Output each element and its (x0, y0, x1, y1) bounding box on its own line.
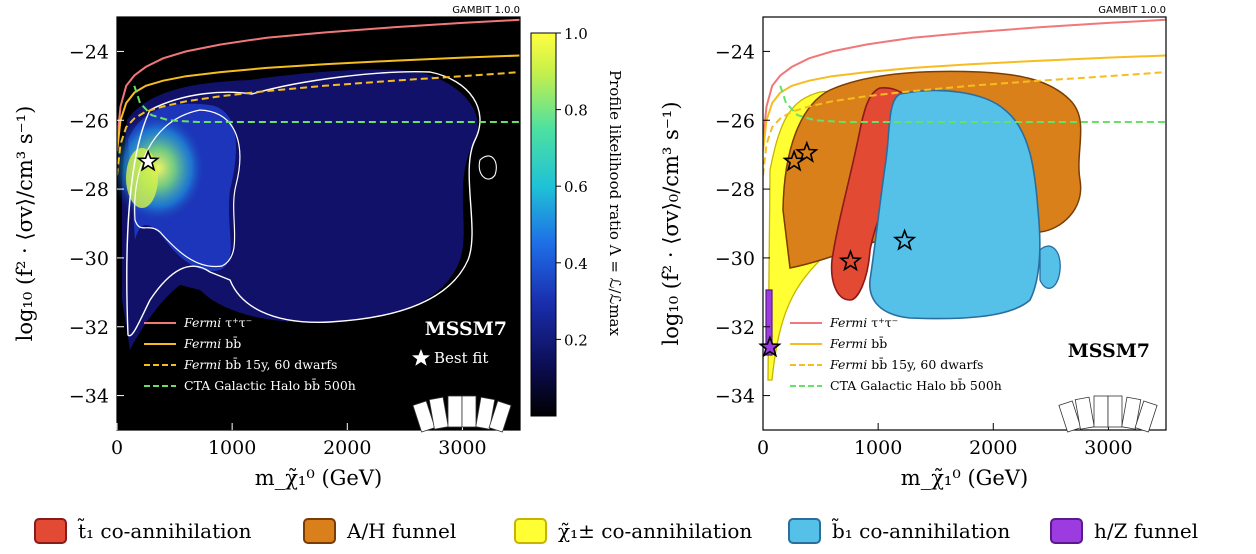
region-sbottom (869, 89, 1041, 320)
x-tick-label: 2000 (323, 437, 371, 459)
y-axis-label: log₁₀ (f² · ⟨σv⟩₀/cm³ s⁻¹) (659, 101, 683, 345)
x-tick-label: 0 (757, 437, 769, 459)
y-tick-label: −34 (69, 386, 109, 408)
gambit-logo-cards-left (412, 395, 512, 433)
region-label: t̃₁ co-annihilation (77, 517, 252, 543)
axes-left: 0 1000 2000 3000 −24 −26 −28 −30 −32 −34 m_χ̃₁⁰ (G… (13, 41, 487, 490)
best-fit-right (758, 140, 917, 358)
colorbar-tick-label: 0.8 (564, 102, 588, 120)
left-panel: GAMBIT 1.0.0 0 1000 2000 3000 −24 −26 −28 −30 −3… (13, 5, 521, 490)
x-tick-label: 1000 (854, 437, 902, 459)
region-sbottom-island (1039, 245, 1061, 289)
y-tick-label: −30 (69, 248, 109, 270)
region-swatch (1050, 518, 1083, 544)
region-label: b̃₁ co-annihilation (831, 517, 1010, 543)
x-tick-label: 3000 (1084, 437, 1132, 459)
region-swatch (34, 518, 67, 544)
limit-curves-left (117, 18, 520, 176)
contour-left-outer (126, 71, 481, 337)
model-label-left: MSSM7 (425, 318, 507, 340)
region-swatch (514, 518, 547, 544)
contour-left-inner (134, 109, 241, 268)
y-tick-label: −32 (69, 317, 109, 339)
model-label-right: MSSM7 (1068, 340, 1150, 362)
best-fit-legend-label: Best fit (434, 349, 488, 367)
region-label: A/H funnel (346, 519, 456, 543)
y-tick-label: −32 (715, 317, 755, 339)
right-panel: GAMBIT 1.0.0 0 1000 2000 3000 −24 −26 −28 −30 −3… (659, 5, 1167, 490)
legend-entry: Fermi τ⁺τ⁻ (829, 315, 898, 330)
legend-entry: CTA Galactic Halo bb̄ 500h (830, 377, 1002, 393)
region-label: χ̃₁± co-annihilation (558, 519, 752, 543)
best-fit-star (838, 249, 863, 272)
x-tick-label: 2000 (969, 437, 1017, 459)
colorbar-tick-label: 1.0 (564, 25, 588, 43)
legend-entry: Fermi τ⁺τ⁻ (183, 315, 252, 330)
y-tick-label: −24 (69, 41, 109, 63)
legend-entry: Fermi bb̄ 15y, 60 dwarfs (183, 356, 337, 372)
limit-curve-0 (117, 18, 520, 142)
y-tick-label: −24 (715, 41, 755, 63)
plot-frame-right (762, 16, 1167, 431)
region-swatch (788, 518, 821, 544)
y-tick-label: −28 (69, 179, 109, 201)
x-axis-label: m_χ̃₁⁰ (GeV) (255, 466, 382, 490)
best-fit-star (136, 149, 160, 172)
heatmap-left (117, 18, 520, 351)
limit-curve-1 (763, 54, 1166, 152)
x-tick-label: 0 (111, 437, 123, 459)
gambit-logo-cards-right (1058, 395, 1158, 433)
heatmap-hotspot-core (126, 148, 158, 208)
plot-frame-left (116, 16, 521, 431)
y-tick-label: −34 (715, 386, 755, 408)
axes-right: 0 1000 2000 3000 −24 −26 −28 −30 −32 −34 m_χ̃₁⁰ (G… (659, 41, 1133, 490)
limit-curve-3 (133, 85, 520, 123)
best-fit-star (758, 335, 782, 358)
best-fit-legend-star-icon (412, 349, 430, 366)
limit-curve-2 (117, 71, 520, 176)
y-tick-label: −30 (715, 248, 755, 270)
regions-right (763, 18, 1166, 381)
x-tick-label: 1000 (208, 437, 256, 459)
y-axis-label: log₁₀ (f² · ⟨σv⟩/cm³ s⁻¹) (13, 106, 37, 342)
colorbar-gradient (530, 32, 557, 417)
x-axis-label: m_χ̃₁⁰ (GeV) (901, 466, 1028, 490)
region-legend: t̃₁ co-annihilation A/H funnel χ̃₁± co-ann… (34, 517, 1198, 544)
limit-curve-0 (763, 18, 1166, 142)
gambit-tag-right: GAMBIT 1.0.0 (1098, 5, 1166, 16)
y-tick-label: −26 (69, 110, 109, 132)
best-fit-star (892, 228, 917, 251)
x-tick-label: 3000 (438, 437, 486, 459)
contour-left-small (478, 155, 497, 180)
gambit-tag-left: GAMBIT 1.0.0 (452, 5, 520, 16)
y-tick-label: −28 (715, 179, 755, 201)
legend-entry: CTA Galactic Halo bb̄ 500h (184, 377, 356, 393)
region-label: h/Z funnel (1094, 519, 1198, 543)
limit-curve-3 (779, 85, 1166, 123)
legend-entry: Fermi bb̄ 15y, 60 dwarfs (829, 356, 983, 372)
limit-legend-right: Fermi τ⁺τ⁻ Fermi bb̄ Fermi bb̄ 15y, 60 dwa… (790, 315, 1002, 393)
colorbar-ticks: 0.2 0.4 0.6 0.8 1.0 (556, 25, 588, 349)
playing-card-icon (1058, 395, 1158, 433)
playing-card-icon (412, 395, 512, 433)
limit-curve-1 (117, 54, 520, 152)
colorbar-tick-label: 0.2 (564, 331, 588, 349)
legend-entry: Fermi bb̄ (829, 335, 887, 351)
best-fit-legend: Best fit (412, 349, 488, 367)
colorbar: 0.2 0.4 0.6 0.8 1.0 Profile likelihood ratio… (530, 25, 624, 417)
colorbar-tick-label: 0.6 (564, 178, 588, 196)
best-fit-left (136, 149, 160, 172)
best-fit-star (795, 140, 819, 163)
legend-entry: Fermi bb̄ (183, 335, 241, 351)
y-tick-label: −26 (715, 110, 755, 132)
limit-curve-2 (763, 71, 1166, 176)
colorbar-tick-label: 0.4 (564, 255, 588, 273)
colorbar-label: Profile likelihood ratio Λ = ℒ/ℒmax (606, 70, 624, 336)
limit-legend-left: Fermi τ⁺τ⁻ Fermi bb̄ Fermi bb̄ 15y, 60 dwa… (144, 315, 356, 393)
region-swatch (303, 518, 336, 544)
limit-curves-right (763, 18, 1166, 176)
